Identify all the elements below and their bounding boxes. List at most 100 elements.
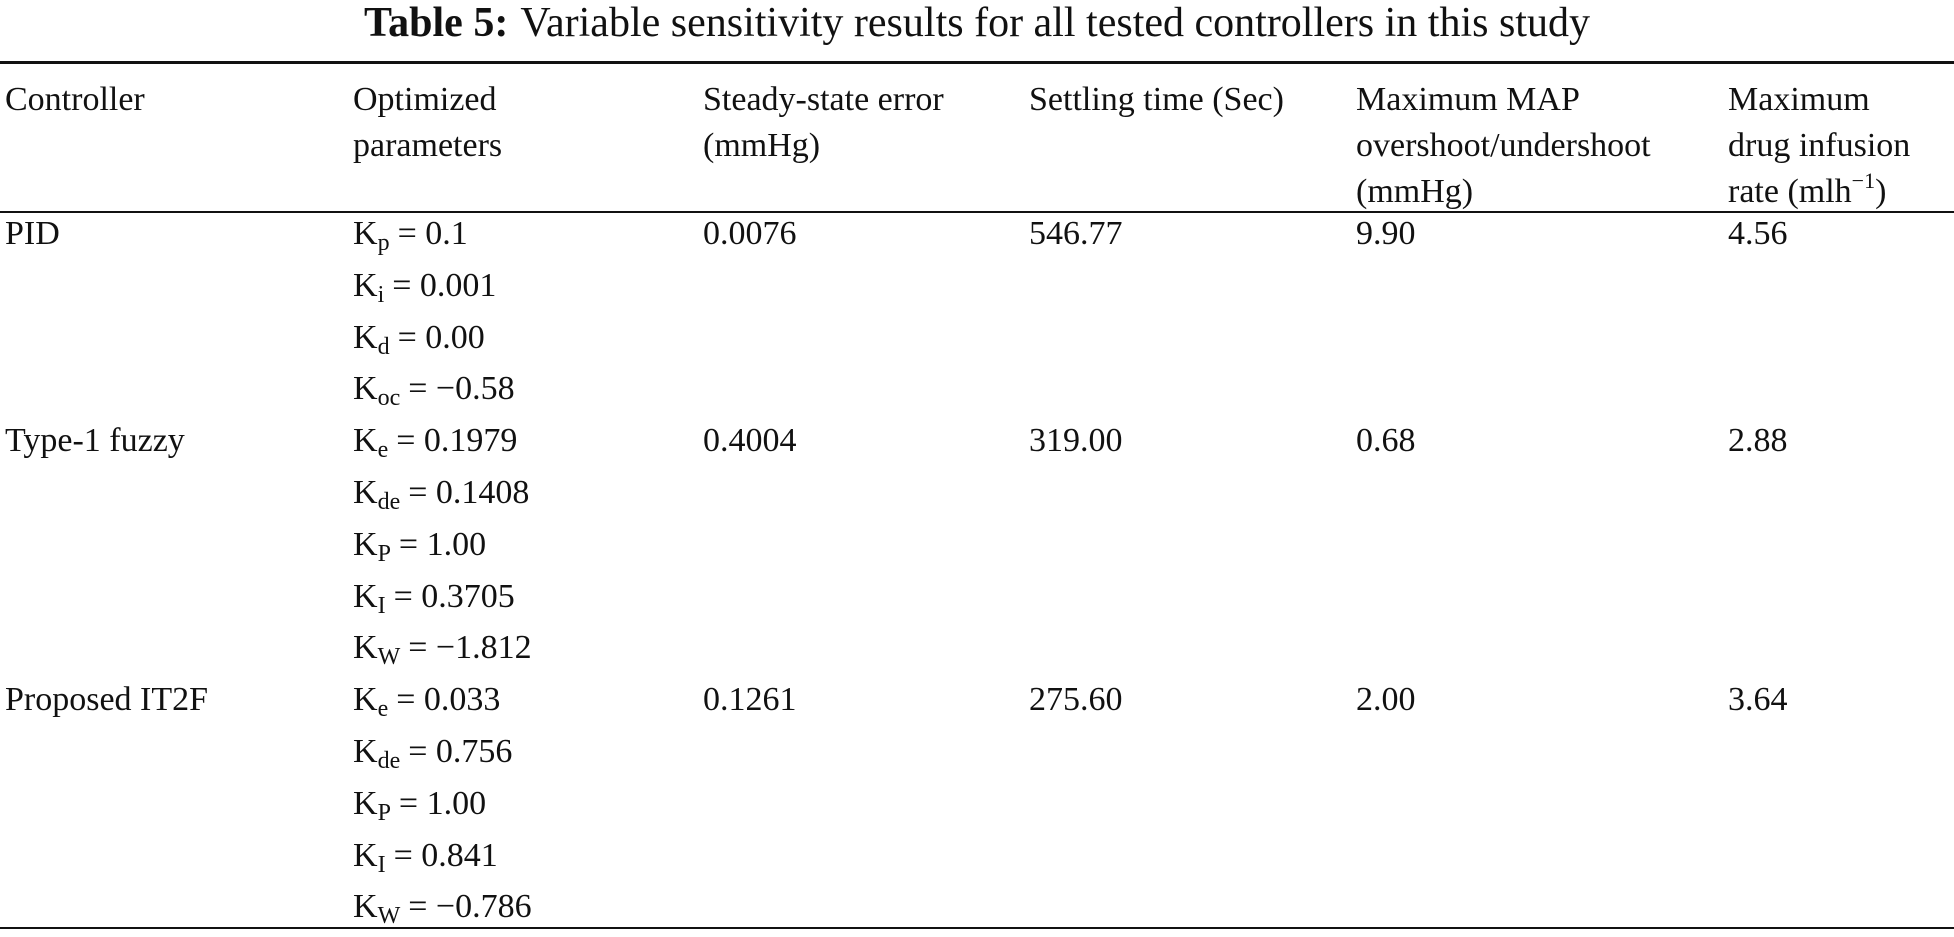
param-line: Ke = 0.1979 [353,415,532,467]
params-cell: Ke = 0.033 Kde = 0.756 KP = 1.00 KI = 0.841 KW = … [353,674,532,933]
controller-cell: PID [5,215,60,252]
param-line: KI = 0.841 [353,830,532,882]
table-label: Table 5: [364,0,509,46]
param-line: Koc = −0.58 [353,363,515,415]
param-value: = 0.00 [397,318,485,356]
header-sup: −1 [1851,168,1876,193]
header-cell: Settling time (Sec) [1029,77,1284,123]
param-subscript: d [377,333,390,360]
param-subscript: I [377,592,386,619]
param-symbol: K [353,422,378,460]
table-caption: Variable sensitivity results for all tes… [520,0,1590,46]
param-subscript: oc [377,385,401,412]
header-line: (mmHg) [1356,173,1474,210]
param-subscript: e [377,696,389,723]
header-cell: Maximum drug infusion rate (mlh−1) [1728,77,1910,215]
header-rule [0,211,1954,213]
param-value: = 0.1979 [396,422,518,460]
param-value: = 0.756 [408,732,513,770]
param-line: KP = 1.00 [353,778,532,830]
header-line: overshoot/undershoot [1356,127,1651,164]
header-line: Maximum MAP [1356,81,1580,118]
param-line: Kd = 0.00 [353,312,515,364]
param-subscript: e [377,437,389,464]
top-rule [0,61,1954,64]
header-line: (mmHg) [703,127,821,164]
param-symbol: K [353,681,378,719]
value-cell: 546.77 [1029,215,1123,252]
value-cell: 0.4004 [703,422,797,460]
header-line: Controller [5,81,145,118]
param-symbol: K [353,473,378,511]
param-line: Kde = 0.756 [353,726,532,778]
value-cell: 0.1261 [703,681,797,719]
param-value: = 0.3705 [393,577,515,615]
param-value: = 0.1408 [408,473,530,511]
value-cell: 0.68 [1356,422,1416,460]
header-cell: Maximum MAP overshoot/undershoot (mmHg) [1356,77,1651,215]
param-line: KW = −1.812 [353,622,532,674]
param-subscript: W [377,644,401,671]
param-subscript: P [377,799,391,826]
header-line: Optimized [353,81,497,118]
header-cell: Controller [5,77,145,123]
param-subscript: p [377,230,390,256]
param-symbol: K [353,836,378,874]
param-value: = 0.1 [397,215,468,252]
param-value: = 1.00 [398,525,487,563]
header-text: ) [1875,173,1887,210]
header-line: drug infusion [1728,127,1911,164]
bottom-rule [0,927,1954,929]
param-line: KP = 1.00 [353,519,532,571]
controller-cell: Proposed IT2F [5,681,209,719]
param-symbol: K [353,318,378,356]
param-line: Ke = 0.033 [353,674,532,726]
header-cell: Steady-state error (mmHg) [703,77,944,169]
param-value: = 0.033 [396,681,501,719]
param-line: Kp = 0.1 [353,208,515,260]
table-title: Table 5: Variable sensitivity results for… [0,0,1954,46]
param-subscript: P [377,540,391,567]
param-line: Ki = 0.001 [353,260,515,312]
param-symbol: K [353,577,378,615]
value-cell: 275.60 [1029,681,1123,719]
header-cell: Optimized parameters [353,77,502,169]
param-subscript: i [377,281,385,308]
params-cell: Ke = 0.1979 Kde = 0.1408 KP = 1.00 KI = 0.3705 K… [353,415,532,674]
param-symbol: K [353,370,378,408]
value-cell: 2.88 [1728,422,1788,460]
value-cell: 3.64 [1728,681,1788,719]
param-line: KW = −0.786 [353,881,532,933]
param-subscript: de [377,488,401,515]
param-symbol: K [353,215,378,252]
param-subscript: W [377,903,401,930]
param-symbol: K [353,266,378,304]
value-cell: 319.00 [1029,422,1123,460]
param-value: = −1.812 [408,629,532,667]
param-line: KI = 0.3705 [353,571,532,623]
value-cell: 0.0076 [703,215,797,252]
header-line: Settling time (Sec) [1029,81,1284,118]
header-line: parameters [353,127,503,164]
param-subscript: de [377,747,401,774]
param-value: = 0.841 [393,836,498,874]
value-cell: 9.90 [1356,215,1416,252]
header-line: Maximum [1728,81,1870,118]
param-symbol: K [353,784,378,822]
header-line: rate (mlh−1) [1728,169,1910,215]
param-symbol: K [353,888,378,926]
param-subscript: I [377,851,386,878]
param-value: = 0.001 [392,266,497,304]
param-value: = 1.00 [398,784,487,822]
value-cell: 4.56 [1728,215,1788,252]
header-text: rate (mlh [1728,173,1852,210]
params-cell: Kp = 0.1 Ki = 0.001 Kd = 0.00 Koc = −0.58 [353,208,515,415]
controller-cell: Type-1 fuzzy [5,422,185,460]
param-symbol: K [353,629,378,667]
param-symbol: K [353,525,378,563]
param-symbol: K [353,732,378,770]
param-line: Kde = 0.1408 [353,467,532,519]
header-line: Steady-state error [703,81,944,118]
param-value: = −0.58 [408,370,515,408]
